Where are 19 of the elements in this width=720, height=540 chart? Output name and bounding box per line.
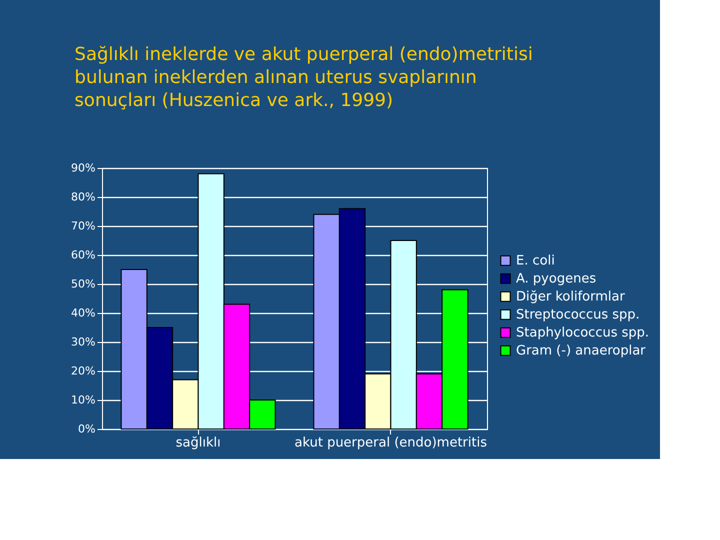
y-tick-label: 70%: [71, 220, 96, 232]
y-tick-label: 10%: [71, 394, 96, 406]
y-tick-label: 50%: [71, 278, 96, 290]
legend-label: Streptococcus spp.: [516, 308, 640, 323]
y-tick-label: 20%: [71, 364, 96, 378]
y-tick-label: 30%: [71, 336, 96, 348]
legend-label: Gram (-) anaeroplar: [516, 344, 646, 359]
x-tick-label: sağlıklı: [176, 436, 221, 450]
legend-label: A. pyogenes: [516, 272, 596, 287]
legend-label: Staphylococcus spp.: [516, 326, 650, 341]
chart-title: Sağlıklı ineklerde ve akut puerperal (endo)metritisi bulunan ineklerden alınan uterus svaplarının sonuçları (Huszenica ve ark., 1999): [74, 44, 533, 111]
y-tick-label: 60%: [71, 248, 96, 262]
legend-label: E. coli: [516, 254, 555, 269]
y-tick-label: 80%: [71, 190, 96, 204]
y-tick-label: 0%: [78, 422, 96, 436]
y-tick-label: 40%: [71, 306, 96, 320]
legend-label: Diğer koliformlar: [516, 290, 626, 305]
y-tick-label: 90%: [71, 162, 96, 174]
x-tick-label: akut puerperal (endo)metritis: [294, 436, 488, 450]
